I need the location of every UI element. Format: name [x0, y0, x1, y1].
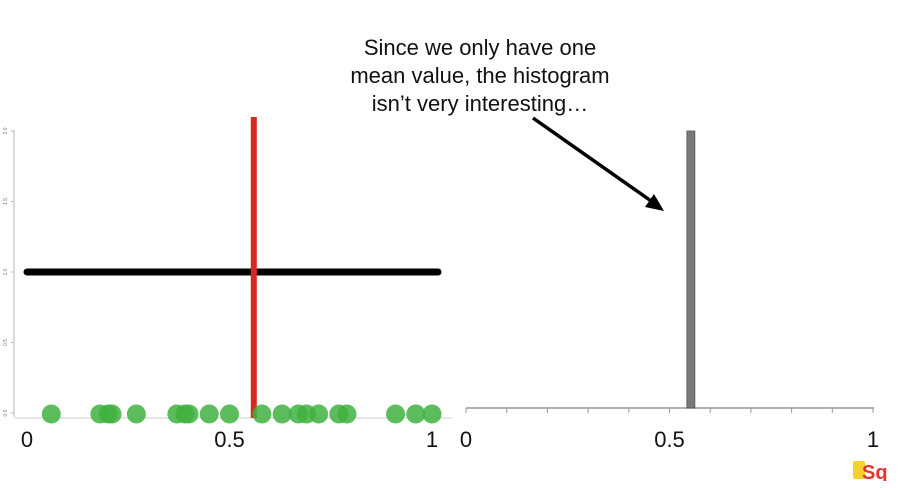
data-point — [102, 404, 122, 424]
annotation-line-1: Since we only have one — [363, 35, 597, 60]
arrow — [531, 116, 664, 211]
left-x-tick-label: 1 — [426, 427, 438, 452]
data-points — [41, 404, 442, 424]
left-y-tick-label: 1.0 — [3, 268, 9, 275]
right-x-tick-label: 0 — [460, 427, 472, 452]
data-point — [252, 404, 272, 424]
data-point — [179, 404, 199, 424]
data-point — [406, 404, 426, 424]
data-point — [337, 404, 357, 424]
left-y-tick-label: 2.0 — [3, 127, 9, 134]
data-point — [126, 404, 146, 424]
sample-distribution-chart: 0.00.51.01.52.0 0 0.5 1 — [3, 117, 452, 452]
data-point — [220, 404, 239, 424]
left-x-tick-label: 0.5 — [214, 427, 245, 452]
data-point — [386, 404, 406, 424]
right-x-tick-label: 0.5 — [654, 427, 685, 452]
left-y-ticks: 0.0 0.5 1.0 1.5 2.0 — [3, 127, 14, 416]
right-x-tick-label: 1 — [867, 427, 879, 452]
svg-text:Sq: Sq — [862, 462, 888, 481]
data-point — [422, 404, 442, 424]
data-point — [41, 404, 61, 424]
histogram-bars — [686, 130, 696, 409]
left-y-tick-label: 0.5 — [3, 339, 9, 346]
left-x-tick-label: 0 — [21, 427, 33, 452]
right-x-tick-labels: 0 0.5 1 — [460, 427, 879, 452]
annotation-line-2: mean value, the histogram — [350, 63, 610, 88]
data-point — [199, 404, 219, 424]
left-y-tick-label: 1.5 — [3, 198, 9, 205]
right-x-ticks — [465, 408, 874, 413]
statquest-logo: Sq — [853, 459, 895, 484]
left-x-tick-labels: 0 0.5 1 — [21, 427, 438, 452]
data-point — [309, 404, 329, 424]
annotation-line-3: isn’t very interesting… — [371, 91, 589, 116]
histogram-chart: 0 0.5 1 — [460, 130, 879, 452]
data-point — [272, 404, 292, 424]
histogram-bar — [686, 130, 696, 409]
annotation-text: Since we only have one mean value, the h… — [330, 34, 630, 118]
left-y-tick-label: 0.0 — [3, 409, 9, 416]
